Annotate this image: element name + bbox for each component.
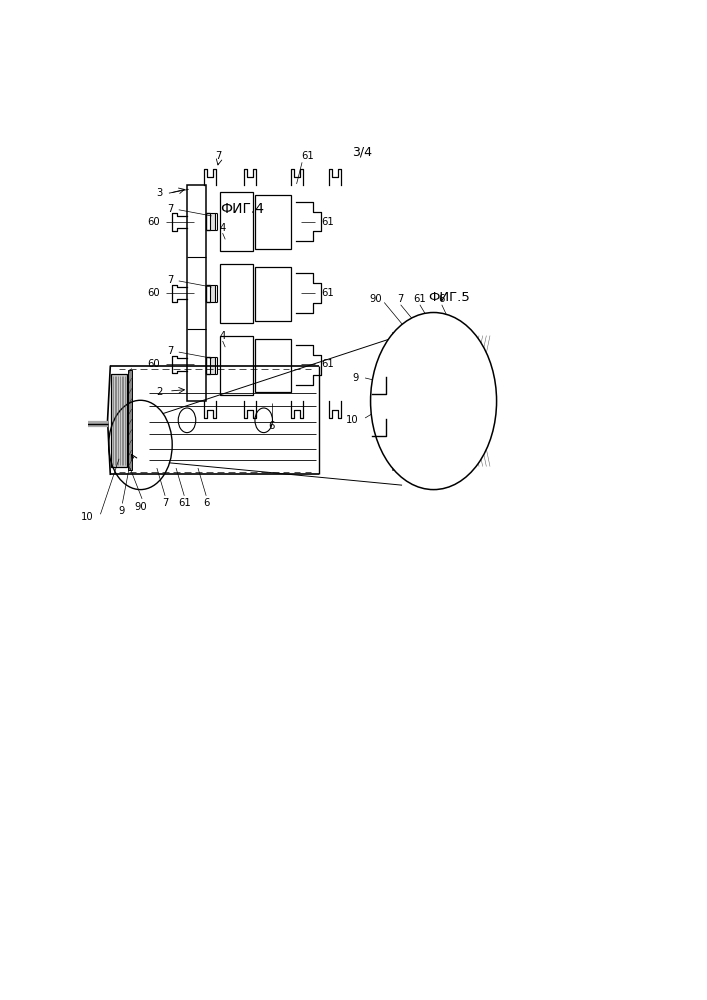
Bar bbox=[210, 357, 215, 374]
Text: 9: 9 bbox=[118, 506, 124, 516]
Bar bbox=[402, 332, 404, 470]
Text: 7: 7 bbox=[167, 346, 173, 356]
Bar bbox=[220, 264, 252, 323]
Text: 6: 6 bbox=[269, 421, 275, 431]
Bar bbox=[430, 332, 446, 470]
Text: 7: 7 bbox=[397, 294, 404, 304]
Text: 60: 60 bbox=[147, 359, 160, 369]
Bar bbox=[220, 336, 252, 395]
Text: 61: 61 bbox=[321, 288, 334, 298]
Text: 2: 2 bbox=[156, 387, 163, 397]
Text: 61: 61 bbox=[178, 498, 191, 508]
Bar bbox=[446, 332, 448, 470]
Text: 61: 61 bbox=[321, 217, 334, 227]
Text: 9: 9 bbox=[352, 373, 358, 383]
Bar bbox=[220, 192, 252, 251]
Text: 6: 6 bbox=[203, 498, 209, 508]
Circle shape bbox=[370, 312, 496, 490]
Text: 7: 7 bbox=[162, 498, 168, 508]
Bar bbox=[210, 285, 215, 302]
Text: 3: 3 bbox=[156, 188, 163, 198]
Bar bbox=[404, 332, 420, 470]
Bar bbox=[428, 332, 430, 470]
Text: 6: 6 bbox=[438, 294, 445, 304]
Text: ФИГ.5: ФИГ.5 bbox=[428, 291, 470, 304]
Text: 4: 4 bbox=[219, 223, 226, 233]
Bar bbox=[255, 195, 291, 249]
Bar bbox=[420, 332, 422, 470]
Text: 60: 60 bbox=[147, 288, 160, 298]
Text: 61: 61 bbox=[414, 294, 426, 304]
Text: 7: 7 bbox=[167, 204, 173, 214]
Text: 90: 90 bbox=[134, 502, 147, 512]
Bar bbox=[128, 370, 132, 470]
Text: 90: 90 bbox=[370, 294, 382, 304]
Text: 7: 7 bbox=[216, 151, 222, 161]
Text: 3/4: 3/4 bbox=[352, 146, 373, 159]
Text: 4: 4 bbox=[219, 331, 226, 341]
Text: 10: 10 bbox=[346, 415, 358, 425]
Bar bbox=[210, 213, 215, 230]
Text: 61: 61 bbox=[301, 151, 314, 161]
Text: ФИГ.4: ФИГ.4 bbox=[220, 202, 264, 216]
Bar bbox=[255, 267, 291, 321]
Text: 61: 61 bbox=[321, 359, 334, 369]
Bar bbox=[448, 332, 464, 470]
Text: 10: 10 bbox=[81, 512, 94, 522]
Text: 60: 60 bbox=[147, 217, 160, 227]
Bar bbox=[255, 339, 291, 392]
Bar bbox=[392, 332, 402, 470]
Bar bbox=[187, 185, 206, 401]
Bar bbox=[422, 332, 428, 470]
Bar bbox=[112, 374, 127, 466]
Text: 7: 7 bbox=[167, 275, 173, 285]
